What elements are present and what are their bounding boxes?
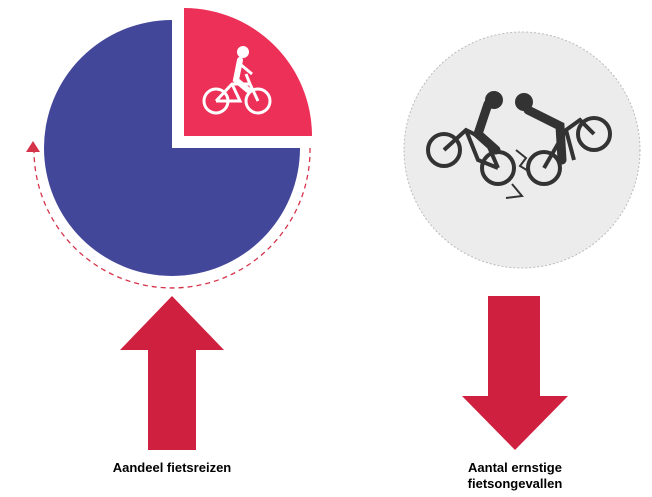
left-label: Aandeel fietsreizen xyxy=(113,460,232,475)
right-label: Aantal ernstige xyxy=(468,460,562,475)
infographic: Aandeel fietsreizen Aantal ernstige fiet… xyxy=(0,0,652,497)
rider-head xyxy=(485,91,503,109)
cyclist-head xyxy=(237,46,249,58)
page: Aandeel fietsreizen Aantal ernstige fiet… xyxy=(0,0,652,497)
down-arrow xyxy=(462,296,568,450)
arc-arrowhead xyxy=(26,141,40,152)
up-arrow xyxy=(120,296,224,450)
right-label: fietsongevallen xyxy=(468,476,563,491)
rider-head xyxy=(515,93,533,111)
accident-circle xyxy=(404,32,640,268)
